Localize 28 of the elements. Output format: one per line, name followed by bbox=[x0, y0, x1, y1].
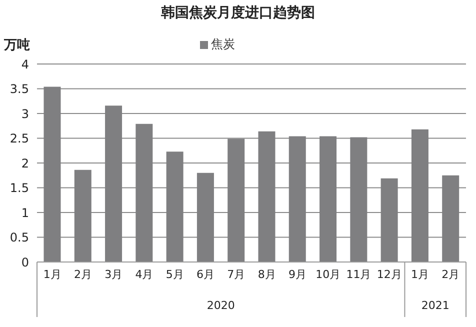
y-tick-label: 0.5 bbox=[10, 230, 29, 245]
y-tick-label: 4 bbox=[21, 57, 29, 72]
x-tick-label: 2月 bbox=[74, 268, 92, 281]
x-tick-label: 4月 bbox=[135, 268, 154, 281]
y-axis-title: 万吨 bbox=[4, 37, 30, 54]
x-tick-label: 1月 bbox=[43, 268, 62, 281]
x-tick-label: 3月 bbox=[104, 268, 123, 281]
x-tick-label: 11月 bbox=[346, 268, 372, 281]
x-tick-label: 2月 bbox=[442, 268, 460, 281]
y-tick-label: 0 bbox=[21, 255, 29, 270]
y-tick-label: 3 bbox=[21, 106, 29, 121]
x-tick-label: 1月 bbox=[411, 268, 430, 281]
y-tick-label: 1 bbox=[21, 206, 29, 220]
x-tick-label: 5月 bbox=[166, 268, 184, 281]
text: 2021 bbox=[421, 299, 450, 312]
y-tick-label: 3.5 bbox=[10, 82, 29, 96]
legend-label: 焦炭 bbox=[210, 36, 235, 53]
x-tick-label: 8月 bbox=[258, 268, 276, 281]
x-tick-label: 12月 bbox=[376, 268, 402, 281]
chart-title: 韩国焦炭月度进口趋势图 bbox=[160, 4, 316, 22]
text: 2020 bbox=[206, 299, 235, 312]
y-tick-label: 2 bbox=[21, 156, 29, 170]
x-tick-label: 9月 bbox=[288, 268, 306, 281]
x-tick-label: 7月 bbox=[227, 268, 246, 281]
y-tick-label: 2.5 bbox=[10, 132, 29, 146]
x-tick-label: 10月 bbox=[316, 268, 341, 281]
y-tick-label: 1.5 bbox=[10, 181, 29, 196]
x-tick-label: 6月 bbox=[196, 268, 215, 281]
